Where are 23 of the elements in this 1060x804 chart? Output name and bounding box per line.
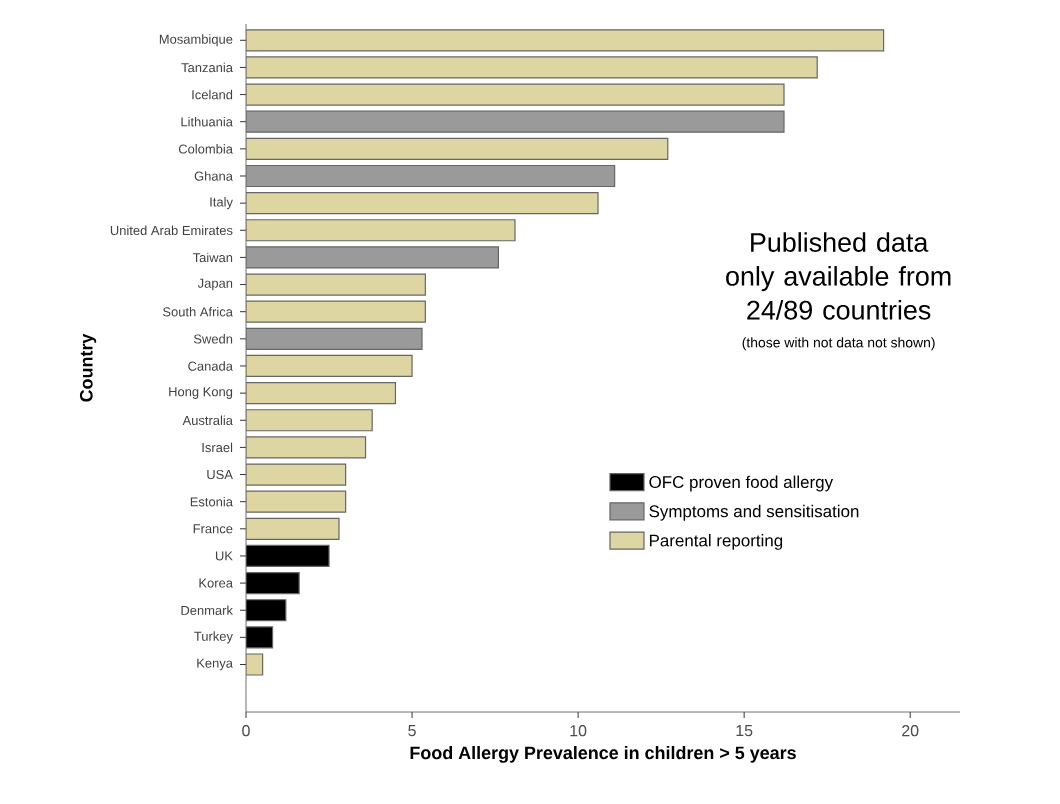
annotation: Published data only available from 24/89 countries <box>726 232 951 320</box>
legend-label: OFC proven food allergy <box>649 475 834 492</box>
bar <box>246 354 413 378</box>
bar <box>246 300 426 323</box>
bar <box>246 192 599 215</box>
legend-label: Parental reporting <box>649 534 783 550</box>
y-axis-title: Country <box>79 333 97 402</box>
bar <box>246 517 340 540</box>
bar <box>246 409 373 432</box>
x-axis-title: Food Allergy Prevalence in children > 5 years <box>410 746 796 763</box>
bar <box>246 110 785 133</box>
bar <box>246 490 347 513</box>
legend-label: Symptoms and sensitisation <box>649 504 859 521</box>
bar <box>246 273 426 296</box>
bar <box>246 164 616 188</box>
bar <box>246 56 818 79</box>
bar <box>246 83 785 106</box>
bar <box>246 327 423 350</box>
bar <box>246 137 669 160</box>
bar <box>246 246 499 269</box>
bar <box>246 219 516 242</box>
bar <box>246 382 397 405</box>
bar <box>246 29 885 52</box>
